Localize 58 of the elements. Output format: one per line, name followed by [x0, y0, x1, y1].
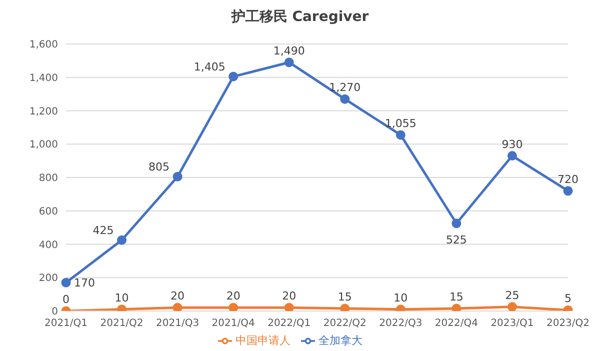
y-tick-label: 400 — [38, 240, 58, 251]
y-tick-label: 1,400 — [29, 72, 58, 84]
data-label: 15 — [449, 290, 464, 304]
data-label: 930 — [502, 138, 523, 151]
data-label: 10 — [394, 291, 408, 304]
data-label: 15 — [338, 290, 352, 304]
data-label: 170 — [74, 276, 95, 290]
point — [284, 302, 294, 311]
x-tick-label: 2021/Q1 — [44, 318, 88, 330]
legend-label: 全加拿大 — [318, 334, 362, 347]
data-label: 10 — [114, 291, 129, 304]
point — [172, 172, 182, 182]
x-tick-label: 2021/Q2 — [100, 318, 144, 330]
data-label: 525 — [446, 233, 467, 246]
data-label: 20 — [282, 290, 296, 303]
legend-label: 中国申请人 — [236, 334, 290, 347]
y-tick-label: 1,000 — [29, 140, 58, 151]
data-label: 0 — [62, 293, 70, 306]
point — [284, 58, 294, 68]
data-label: 1,490 — [273, 44, 305, 58]
data-label: 805 — [148, 160, 170, 174]
chart-title: 护工移民 Caregiver — [230, 8, 370, 27]
data-label: 1,270 — [329, 81, 361, 94]
point — [61, 278, 71, 288]
y-tick-label: 0 — [52, 306, 58, 318]
point — [507, 302, 517, 311]
data-label: 720 — [558, 172, 578, 186]
point — [228, 302, 238, 311]
point — [507, 151, 517, 161]
data-label: 5 — [564, 292, 572, 306]
point — [340, 94, 350, 104]
x-tick-label: 2021/Q3 — [156, 318, 200, 330]
data-label: 1,405 — [194, 60, 226, 74]
x-tick-label: 2022/Q1 — [268, 318, 311, 330]
y-tick-label: 600 — [38, 206, 58, 218]
data-label: 1,055 — [384, 116, 416, 130]
point — [563, 186, 573, 196]
point — [172, 302, 182, 311]
x-tick-label: 2021/Q4 — [212, 318, 255, 330]
point — [340, 304, 350, 311]
x-tick-label: 2022/Q4 — [434, 318, 478, 330]
point — [452, 304, 462, 311]
x-tick-label: 2023/Q1 — [490, 318, 534, 330]
point — [117, 235, 127, 245]
y-tick-label: 1,200 — [29, 106, 58, 118]
point — [452, 218, 462, 228]
data-label: 20 — [226, 290, 240, 303]
x-tick-label: 2022/Q2 — [323, 318, 366, 330]
data-label: 425 — [92, 224, 114, 238]
data-label: 20 — [170, 290, 185, 303]
point — [396, 130, 406, 140]
x-tick-label: 2022/Q3 — [379, 318, 422, 330]
data-label: 25 — [505, 288, 520, 302]
y-tick-label: 200 — [38, 273, 58, 284]
y-tick-label: 1,600 — [29, 40, 58, 51]
x-tick-label: 2023/Q2 — [546, 318, 590, 330]
y-tick-label: 800 — [38, 173, 58, 184]
point — [228, 72, 238, 82]
